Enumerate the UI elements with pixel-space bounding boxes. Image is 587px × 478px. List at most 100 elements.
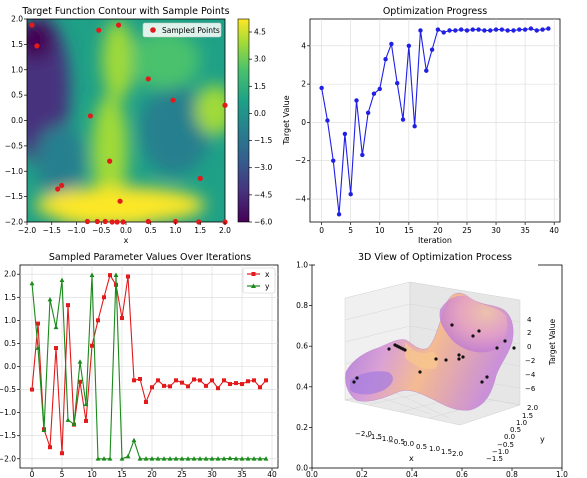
progress-point <box>493 27 499 32</box>
surface-sample-point <box>477 329 481 333</box>
colorbar-tick-label: −1.5 <box>254 136 272 145</box>
series-marker-x <box>252 378 256 383</box>
series-marker-x <box>60 451 64 456</box>
surface-ytick: 0.0 <box>504 433 515 441</box>
progress-point <box>488 28 493 33</box>
surface-sample-point <box>457 357 461 361</box>
outer-y-ticks: 0.0 0.2 0.4 0.6 0.8 1.0 <box>296 261 312 473</box>
y-tick-label: 1.0 <box>4 316 16 325</box>
y-tick-label: −1.5 <box>5 192 23 201</box>
progress-point <box>319 85 324 91</box>
sample-point <box>117 198 123 204</box>
series-marker-x <box>138 376 142 381</box>
surface-xtick: 1.0 <box>429 445 440 453</box>
series-marker-y <box>143 456 149 461</box>
surface-zlabel: Target Value <box>548 319 557 367</box>
sample-point <box>84 218 90 225</box>
surface-sample-point <box>503 339 507 343</box>
surface-ytick: −1.0 <box>492 448 509 456</box>
x-tick-label: 15 <box>404 226 414 235</box>
surface-sample-point <box>485 375 489 379</box>
progress-point <box>354 98 359 103</box>
sample-point <box>34 43 40 49</box>
progress-xlabel: Iteration <box>418 236 452 245</box>
surface-ztick: −6 <box>525 385 536 393</box>
series-marker-y <box>239 456 245 461</box>
x-tick-label: −1.5 <box>43 226 61 235</box>
series-marker-x <box>162 383 166 388</box>
y-tick-label: 0.0 <box>11 116 23 125</box>
series-marker-x <box>210 378 214 383</box>
colorbar-tick-label: 1.5 <box>254 82 266 91</box>
surface-ztick: 4 <box>527 316 532 324</box>
series-marker-x <box>132 378 136 383</box>
progress-point <box>424 68 429 73</box>
progress-grid <box>310 19 560 222</box>
surface-sample-point <box>444 358 448 362</box>
y-tick-label: −2.0 <box>0 454 16 463</box>
x-tick-label: 10 <box>375 226 385 235</box>
x-tick-label: 35 <box>520 226 530 235</box>
y-tick-label: 2.0 <box>4 270 16 279</box>
colorbar-tick-label: 4.5 <box>254 28 266 37</box>
series-marker-y <box>161 456 167 461</box>
series-marker-y <box>47 297 53 302</box>
y-tick-label: 2.0 <box>11 15 23 24</box>
progress-x-ticks: 0 5 10 15 20 25 30 35 40 <box>319 222 559 235</box>
progress-point <box>336 212 342 217</box>
y-tick-label: −1.5 <box>0 431 16 440</box>
series-marker-y <box>107 456 113 461</box>
progress-point <box>389 41 394 47</box>
surface-ytick: 1.0 <box>516 419 527 427</box>
x-tick-label: 20 <box>147 470 157 478</box>
legend-marker-x <box>251 272 256 276</box>
series-marker-x <box>198 378 202 383</box>
surface-ytick: −0.5 <box>497 441 514 449</box>
surface-sample-point <box>450 323 454 327</box>
y-tick-label: 4 <box>301 41 306 50</box>
surface-sample-point <box>512 346 516 350</box>
x-tick-label: 10 <box>87 470 97 478</box>
y-tick-label: 0.5 <box>11 91 23 100</box>
outer-x-tick-label: 0.6 <box>456 470 468 478</box>
progress-point <box>499 27 505 32</box>
series-marker-x <box>84 418 88 423</box>
series-marker-y <box>71 421 77 426</box>
colorbar-tick-label: 0.0 <box>254 109 266 118</box>
params-panel: Sampled Parameter Values Over Iterations… <box>0 252 279 478</box>
x-tick-label: 1.0 <box>170 226 182 235</box>
series-marker-x <box>126 274 130 279</box>
outer-x-ticks: 0.0 0.2 0.4 0.6 0.8 1.0 <box>306 468 568 478</box>
series-marker-x <box>258 385 262 390</box>
y-tick-label: −2 <box>295 156 306 165</box>
surface-ztick: 0 <box>527 343 531 351</box>
progress-point <box>476 27 481 32</box>
progress-point <box>522 27 528 32</box>
series-marker-y <box>29 280 35 286</box>
colorbar-tick-label: −3.0 <box>254 163 272 172</box>
y-tick-label: −0.5 <box>0 385 16 394</box>
series-marker-y <box>137 456 143 461</box>
series-marker-y <box>35 345 41 350</box>
progress-point <box>464 28 470 33</box>
sample-point <box>29 22 35 28</box>
series-marker-y <box>77 359 83 364</box>
series-marker-y <box>185 456 191 461</box>
progress-panel: Optimization Progress 0 5 10 15 20 25 30 35 40 −… <box>282 6 561 245</box>
contour-points <box>29 22 228 225</box>
progress-line <box>321 28 549 215</box>
sample-point <box>222 102 228 108</box>
progress-point <box>371 91 377 96</box>
progress-point <box>348 192 353 197</box>
surface-sample-point <box>457 353 461 357</box>
surface-sample-point <box>471 334 475 338</box>
colorbar-ticks: 4.5 3.0 1.5 0.0 −1.5 −3.0 −4.5 −6.0 <box>249 28 272 227</box>
sample-point <box>145 76 151 82</box>
series-marker-x <box>228 382 232 387</box>
y-tick-label: 1.5 <box>11 40 23 49</box>
outer-y-tick-label: 1.0 <box>296 261 308 270</box>
params-legend: x y <box>242 267 276 294</box>
progress-point <box>517 27 522 32</box>
y-tick-label: 1.0 <box>11 65 23 74</box>
series-marker-x <box>30 387 34 392</box>
